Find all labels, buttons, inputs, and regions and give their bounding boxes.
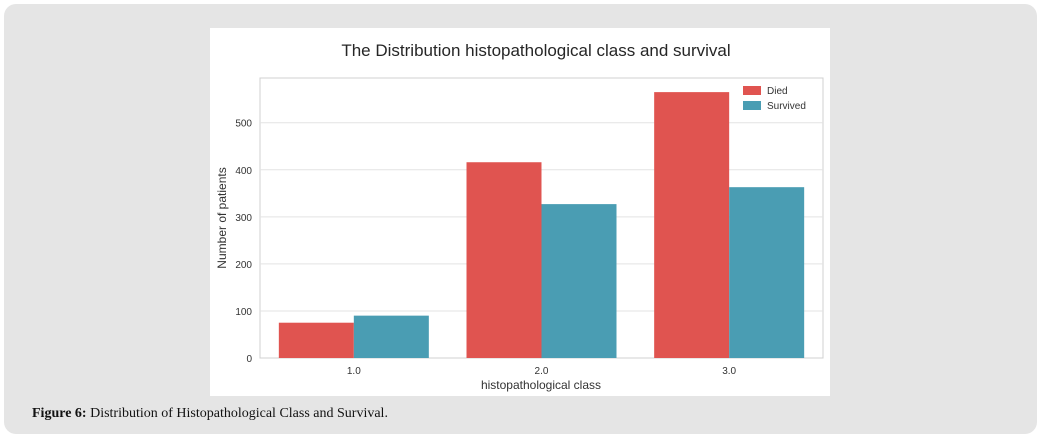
chart-title: The Distribution histopathological class… xyxy=(341,41,730,60)
figure-frame: The Distribution histopathological class… xyxy=(4,4,1037,434)
y-axis-ticks: 0 100 200 300 400 500 xyxy=(235,119,252,365)
x-tick-label: 1.0 xyxy=(347,366,361,377)
caption-label: Figure 6: xyxy=(32,406,87,421)
y-tick-label: 400 xyxy=(235,166,252,177)
legend: Died Survived xyxy=(743,86,806,112)
y-tick-label: 500 xyxy=(235,119,252,130)
y-tick-label: 0 xyxy=(246,354,252,365)
bar-died-1.0 xyxy=(278,322,354,358)
y-tick-label: 100 xyxy=(235,307,252,318)
x-tick-label: 2.0 xyxy=(535,366,549,377)
bar-died-3.0 xyxy=(654,92,730,358)
bar-survived-2.0 xyxy=(541,204,617,358)
bars xyxy=(278,92,805,358)
bar-died-2.0 xyxy=(466,162,542,358)
x-axis-ticks: 1.0 2.0 3.0 xyxy=(347,366,737,377)
bar-survived-3.0 xyxy=(729,187,805,358)
x-axis-label: histopathological class xyxy=(481,378,601,392)
y-axis-label: Number of patients xyxy=(215,167,229,268)
legend-swatch-died xyxy=(743,86,761,95)
y-tick-label: 200 xyxy=(235,260,252,271)
legend-label-survived: Survived xyxy=(767,101,806,112)
chart-container: The Distribution histopathological class… xyxy=(210,28,830,396)
x-tick-label: 3.0 xyxy=(722,366,736,377)
figure-caption: Figure 6: Distribution of Histopathologi… xyxy=(32,406,388,422)
legend-swatch-survived xyxy=(743,101,761,110)
legend-label-died: Died xyxy=(767,86,788,97)
bar-survived-1.0 xyxy=(353,315,429,358)
bar-chart: The Distribution histopathological class… xyxy=(215,41,824,392)
y-tick-label: 300 xyxy=(235,213,252,224)
caption-text: Distribution of Histopathological Class … xyxy=(86,406,388,421)
